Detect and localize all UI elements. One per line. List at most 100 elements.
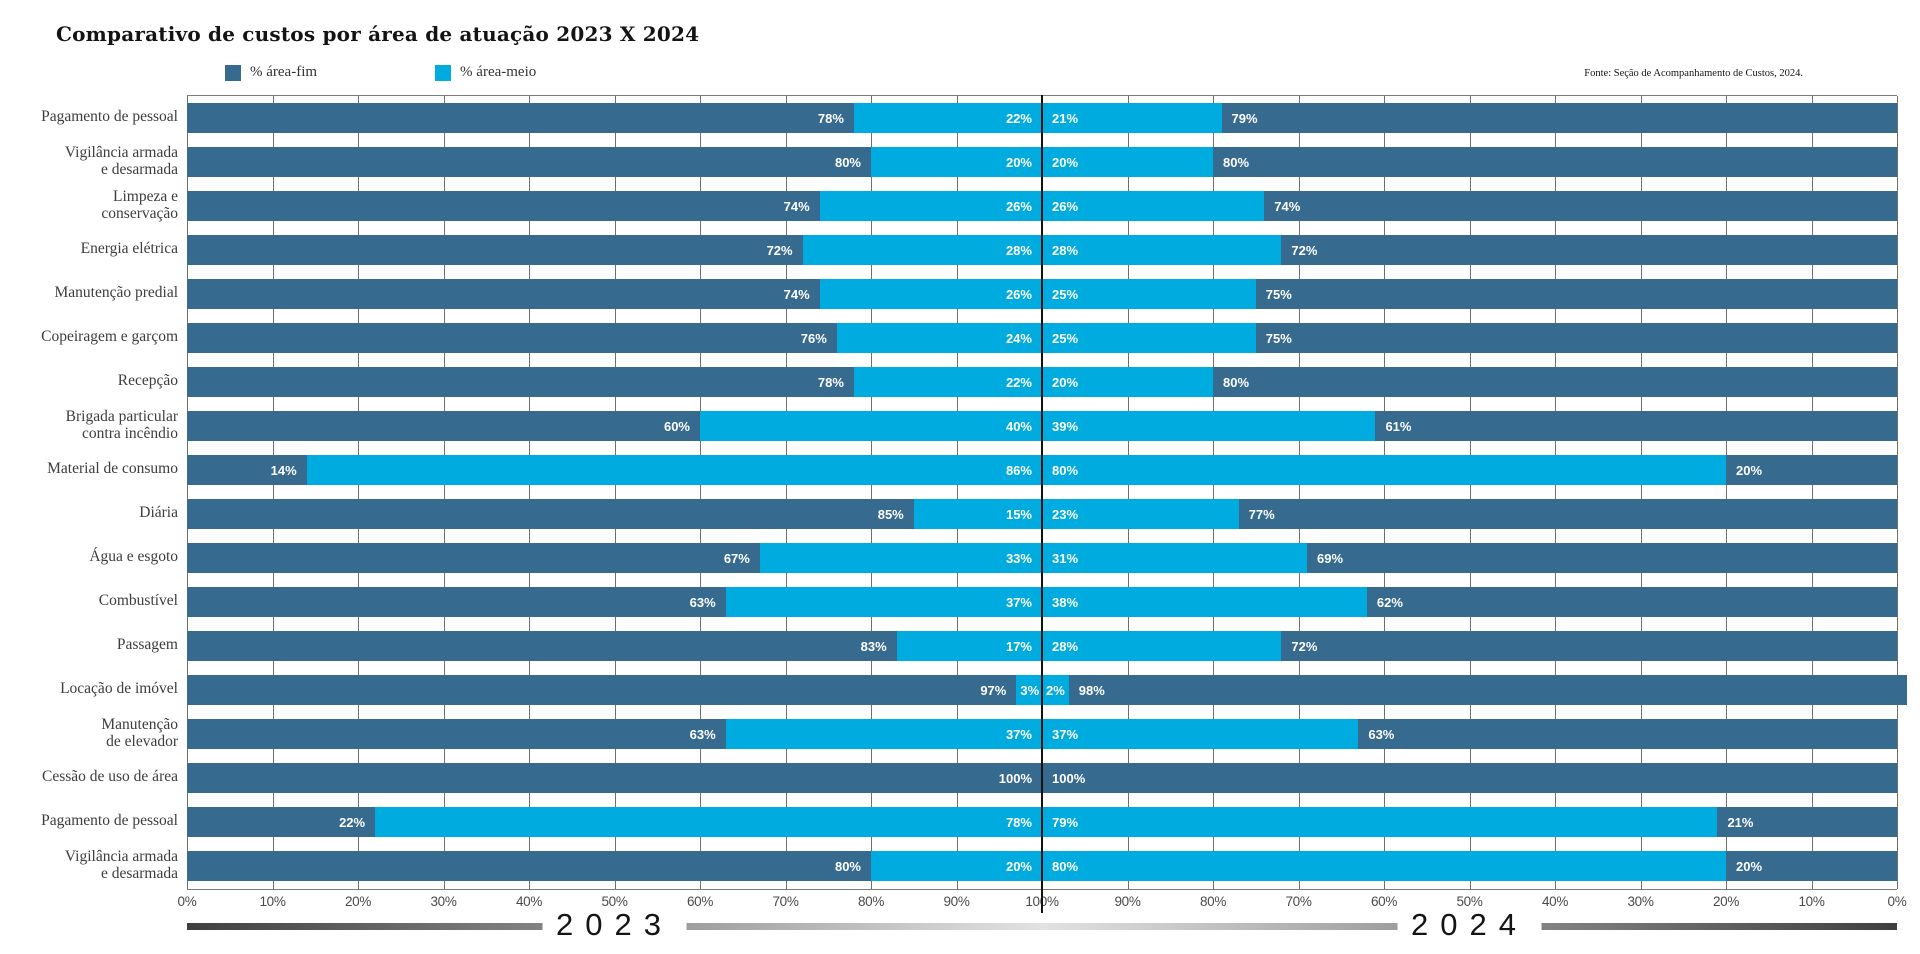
- bar-value-label: 80%: [1223, 374, 1250, 390]
- grid-line: [358, 96, 359, 889]
- bar-segment-2023-fim: 80%: [187, 147, 871, 177]
- bar-segment-2023-fim: 63%: [187, 719, 726, 749]
- source-note: Fonte: Seção de Acompanhamento de Custos…: [1584, 68, 1803, 79]
- bar-segment-2023-fim: 100%: [187, 763, 1042, 793]
- bar-segment-2023-meio: 24%: [836, 323, 1042, 353]
- bar-segment-2023-meio: 20%: [871, 147, 1042, 177]
- bar-value-label: 63%: [689, 594, 716, 610]
- bar-row: 97% 3% 2% 98%: [187, 675, 1907, 705]
- bar-segment-2023-fim: 85%: [187, 499, 914, 529]
- category-label: Brigada particular contra incêndio: [65, 407, 178, 442]
- category-label: Pagamento de pessoal: [41, 812, 178, 830]
- bar-segment-2023-meio: 26%: [819, 279, 1042, 309]
- bar-value-label: 63%: [1368, 726, 1395, 742]
- bar-segment-2023-meio: 3%: [1016, 675, 1044, 705]
- bar-value-label: 100%: [998, 770, 1032, 786]
- axis-tick-label: 0%: [177, 894, 197, 909]
- bar-value-label: 72%: [1291, 242, 1318, 258]
- bar-segment-2024-meio: 26%: [1042, 191, 1265, 221]
- bar-value-label: 37%: [1005, 726, 1032, 742]
- bar-segment-2024-fim: 80%: [1213, 367, 1897, 397]
- axis-tick-label: 80%: [857, 894, 885, 909]
- legend-swatch-meio: [435, 64, 452, 81]
- bar-value-label: 67%: [723, 550, 750, 566]
- bar-value-label: 24%: [1005, 330, 1032, 346]
- bar-segment-2023-fim: 67%: [187, 543, 760, 573]
- bar-2023: 85% 15%: [187, 499, 1042, 529]
- bar-2024: 26% 74%: [1042, 191, 1897, 221]
- grid-line: [1298, 96, 1300, 889]
- bar-2023: 100%: [187, 763, 1042, 793]
- center-axis-line: [1041, 95, 1043, 913]
- bar-2023: 80% 20%: [187, 147, 1042, 177]
- bar-segment-2023-meio: 22%: [853, 367, 1042, 397]
- grid-line: [871, 96, 872, 889]
- bar-value-label: 100%: [1052, 770, 1086, 786]
- bar-2024: 39% 61%: [1042, 411, 1897, 441]
- bar-segment-2023-fim: 83%: [187, 631, 897, 661]
- bar-row: 67% 33% 31% 69%: [187, 543, 1897, 573]
- bar-value-label: 39%: [1052, 418, 1079, 434]
- bar-segment-2024-fim: 74%: [1264, 191, 1897, 221]
- grid-line: [1469, 96, 1471, 889]
- grid-line: [1384, 96, 1385, 889]
- bar-value-label: 98%: [1078, 682, 1105, 698]
- category-label: Vigilância armada e desarmada: [64, 143, 178, 178]
- bar-segment-2023-fim: 63%: [187, 587, 726, 617]
- bar-value-label: 40%: [1005, 418, 1032, 434]
- legend-swatch-fim: [225, 64, 241, 81]
- category-labels: Pagamento de pessoal Vigilância armada e …: [0, 95, 187, 951]
- bar-value-label: 21%: [1727, 814, 1754, 830]
- bar-segment-2023-fim: 78%: [187, 103, 854, 133]
- axis-tick-label: 30%: [430, 894, 457, 909]
- bar-2023: 83% 17%: [187, 631, 1042, 661]
- bar-2023: 72% 28%: [187, 235, 1042, 265]
- category-label: Manutenção predial: [54, 284, 178, 302]
- bar-value-label: 22%: [339, 814, 366, 830]
- year-label-2024: 2024: [1397, 907, 1542, 943]
- bar-value-label: 28%: [1052, 242, 1079, 258]
- bar-segment-2024-meio: 2%: [1042, 675, 1069, 705]
- bar-value-label: 17%: [1005, 638, 1032, 654]
- bar-2024: 80% 20%: [1042, 851, 1897, 881]
- axis-tick-label: 40%: [1541, 894, 1569, 909]
- axis-tick-label: 0%: [1887, 894, 1907, 909]
- bar-value-label: 75%: [1265, 330, 1292, 346]
- bar-row: 63% 37% 37% 63%: [187, 719, 1897, 749]
- bar-value-label: 28%: [1005, 242, 1032, 258]
- category-label: Locação de imóvel: [60, 680, 178, 698]
- bar-row: 100% 100%: [187, 763, 1897, 793]
- bar-segment-2024-meio: 31%: [1042, 543, 1308, 573]
- bar-value-label: 26%: [1005, 198, 1032, 214]
- grid-line: [614, 96, 616, 889]
- bar-value-label: 20%: [1005, 858, 1032, 874]
- bar-value-label: 37%: [1052, 726, 1079, 742]
- bar-segment-2024-fim: 20%: [1726, 851, 1897, 881]
- bar-segment-2024-meio: 80%: [1042, 851, 1726, 881]
- bar-segment-2023-meio: 17%: [896, 631, 1042, 661]
- bar-2023: 78% 22%: [187, 103, 1042, 133]
- bar-segment-2024-meio: 21%: [1042, 103, 1222, 133]
- bar-row: 63% 37% 38% 62%: [187, 587, 1897, 617]
- bar-value-label: 20%: [1052, 374, 1079, 390]
- axis-tick-label: 50%: [601, 894, 628, 909]
- bar-value-label: 85%: [877, 506, 904, 522]
- bar-segment-2023-fim: 72%: [187, 235, 803, 265]
- category-label: Cessão de uso de área: [41, 768, 178, 786]
- bar-segment-2023-meio: 78%: [375, 807, 1042, 837]
- legend-label-fim: % área-fim: [250, 64, 318, 80]
- grid-line: [700, 96, 701, 889]
- bar-2024: 80% 20%: [1042, 455, 1897, 485]
- bar-value-label: 15%: [1005, 506, 1032, 522]
- bar-value-label: 26%: [1005, 286, 1032, 302]
- bar-value-label: 26%: [1052, 198, 1079, 214]
- bar-segment-2024-fim: 80%: [1213, 147, 1897, 177]
- bar-value-label: 80%: [1052, 858, 1079, 874]
- bar-2023: 97% 3%: [187, 675, 1044, 705]
- grid-line: [1640, 96, 1642, 889]
- bar-row: 14% 86% 80% 20%: [187, 455, 1897, 485]
- bar-segment-2024-fim: 62%: [1366, 587, 1897, 617]
- axis-tick-label: 70%: [1285, 894, 1312, 909]
- bar-row: 85% 15% 23% 77%: [187, 499, 1897, 529]
- category-label: Copeiragem e garçom: [41, 328, 178, 346]
